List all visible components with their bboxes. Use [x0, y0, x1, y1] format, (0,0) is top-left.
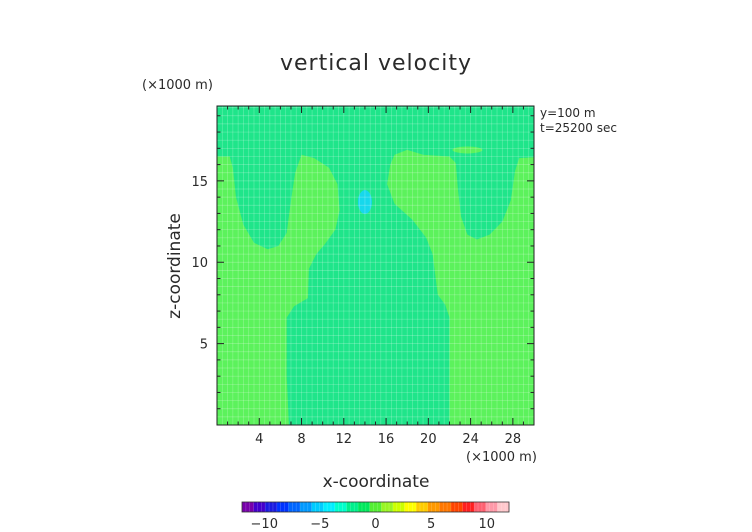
colorbar-tick-label: 5 [427, 517, 435, 532]
x-tick-label: 24 [462, 432, 479, 447]
grid-lines [217, 106, 534, 425]
x-tick-label: 8 [297, 432, 305, 447]
colorbar: −10 −5 0 5 10 [241, 501, 510, 532]
colorbar-swatch [497, 502, 510, 512]
y-tick-label: 10 [191, 256, 208, 271]
colorbar-swatch [311, 502, 324, 512]
contour-downdraft-region [217, 106, 534, 425]
colorbar-swatch [358, 502, 371, 512]
x-tick-label: 4 [255, 432, 263, 447]
colorbar-frame [241, 501, 510, 513]
x-axis-label: x-coordinate [323, 472, 430, 492]
colorbar-swatch [253, 502, 266, 512]
y-position-annotation: y=100 m [540, 106, 596, 120]
contour-small-band [452, 146, 483, 154]
x-tick-label: 12 [336, 432, 353, 447]
colorbar-swatch [346, 502, 359, 512]
colorbar-swatch [404, 502, 417, 512]
colorbar-swatch [439, 502, 452, 512]
colorbar-swatch [392, 502, 405, 512]
colorbar-tick-label: −10 [251, 517, 278, 532]
colorbar-swatch [276, 502, 289, 512]
y-axis-label: z-coordinate [165, 213, 185, 319]
y-unit-label: (×1000 m) [142, 78, 213, 93]
x-unit-label: (×1000 m) [466, 450, 537, 465]
colorbar-swatch [416, 502, 429, 512]
colorbar-swatch [485, 502, 498, 512]
colorbar-swatch [334, 502, 347, 512]
contour-minimum-spot [357, 190, 372, 215]
colorbar-grid [241, 502, 510, 512]
colorbar-swatch [323, 502, 336, 512]
x-tick-label: 20 [420, 432, 437, 447]
plot-area [216, 105, 535, 426]
chart-title: vertical velocity [280, 51, 472, 76]
colorbar-tick-label: 10 [478, 517, 495, 532]
colorbar-swatch [450, 502, 463, 512]
colorbar-swatch [288, 502, 301, 512]
x-tick-label: 16 [378, 432, 395, 447]
colorbar-swatch [462, 502, 475, 512]
axis-ticks: 4 8 12 16 20 24 28 5 10 15 [191, 106, 534, 447]
colorbar-swatch [300, 502, 313, 512]
y-tick-label: 15 [191, 175, 208, 190]
x-tick-label: 28 [505, 432, 522, 447]
y-tick-label: 5 [200, 338, 208, 353]
colorbar-tick-label: 0 [371, 517, 379, 532]
time-annotation: t=25200 sec [540, 121, 617, 135]
colorbar-swatch [242, 502, 255, 512]
colorbar-swatch [474, 502, 487, 512]
colorbar-swatch [369, 502, 382, 512]
colorbar-swatch [381, 502, 394, 512]
colorbar-swatch [427, 502, 440, 512]
colorbar-swatch [265, 502, 278, 512]
colorbar-tick-label: −5 [310, 517, 329, 532]
